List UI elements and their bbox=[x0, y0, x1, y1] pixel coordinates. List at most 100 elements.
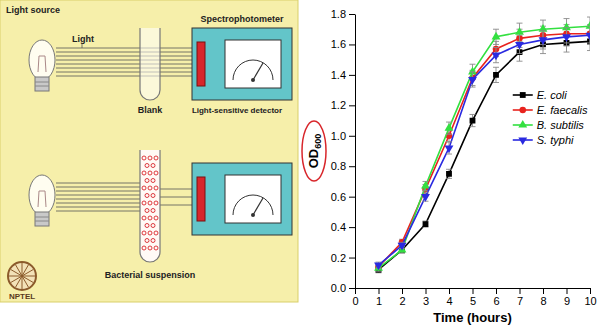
x-axis-tick: 5 bbox=[470, 288, 476, 307]
x-axis-tick-label: 2 bbox=[399, 295, 405, 307]
spectrophotometer-box bbox=[192, 28, 292, 100]
bulb-base-threads bbox=[35, 82, 49, 86]
x-axis-tick-label: 1 bbox=[376, 295, 382, 307]
bacterium bbox=[154, 201, 158, 205]
x-axis-tick-mark bbox=[402, 288, 403, 294]
bacterium bbox=[145, 209, 149, 213]
bacterium bbox=[154, 246, 158, 250]
bulb-base-threads bbox=[35, 217, 49, 221]
y-axis-tick-mark bbox=[349, 105, 355, 106]
x-axis-tick-label: 4 bbox=[446, 295, 452, 307]
light-ray bbox=[56, 187, 140, 188]
bulb-filament bbox=[38, 191, 46, 207]
legend-marker bbox=[518, 137, 527, 145]
bacterium bbox=[151, 194, 155, 198]
y-axis-tick-mark bbox=[349, 258, 355, 259]
y-axis-tick-label: 0.4 bbox=[331, 221, 346, 233]
chart: 0123456789100.00.20.40.60.81.01.21.41.61… bbox=[302, 8, 597, 325]
y-axis: 0.00.20.40.60.81.01.21.41.61.8 bbox=[331, 8, 356, 294]
y-axis-tick-mark bbox=[349, 136, 355, 137]
error-bar bbox=[470, 114, 476, 126]
y-axis-tick: 1.6 bbox=[331, 38, 355, 50]
y-axis-tick-mark bbox=[349, 227, 355, 228]
light-ray bbox=[56, 60, 197, 61]
x-axis-tick-label: 6 bbox=[493, 295, 499, 307]
x-axis-tick-label: 0 bbox=[352, 295, 358, 307]
data-point bbox=[423, 221, 429, 227]
data-point bbox=[492, 32, 501, 40]
data-point bbox=[468, 77, 477, 85]
light-bulb bbox=[29, 40, 55, 91]
light-ray bbox=[56, 76, 197, 77]
light-ray bbox=[160, 197, 197, 198]
y-axis-tick-label: 1.6 bbox=[331, 38, 346, 50]
y-axis-title: OD600 bbox=[306, 134, 323, 169]
bacterium bbox=[142, 216, 146, 220]
bulb-filament bbox=[38, 56, 46, 72]
y-axis-tick-mark bbox=[349, 14, 355, 15]
y-axis-tick: 0.2 bbox=[331, 252, 355, 264]
diagram-panel bbox=[0, 0, 298, 302]
plot-area bbox=[374, 17, 590, 273]
data-point bbox=[586, 33, 590, 41]
spectrophotometer-box bbox=[192, 163, 292, 235]
x-axis-tick: 9 bbox=[564, 288, 570, 307]
legend-label: B. subtilis bbox=[537, 119, 585, 131]
meter-scale bbox=[233, 195, 273, 215]
legend-item: E. faecalis bbox=[513, 104, 588, 116]
legend-item: E. coli bbox=[513, 89, 568, 101]
logo-spoke bbox=[9, 276, 22, 277]
legend-marker bbox=[520, 92, 526, 98]
series-line bbox=[379, 35, 591, 265]
y-axis-tick-label: 1.8 bbox=[331, 8, 346, 20]
light-ray bbox=[56, 203, 140, 204]
error-bar bbox=[423, 221, 429, 227]
y-axis-tick-label: 0.0 bbox=[331, 282, 346, 294]
y-axis-tick-mark bbox=[349, 44, 355, 45]
x-axis-tick-mark bbox=[496, 288, 497, 294]
y-axis-tick-mark bbox=[349, 197, 355, 198]
legend-marker bbox=[519, 107, 526, 114]
data-point bbox=[445, 145, 454, 153]
y-axis-tick-label: 0.2 bbox=[331, 252, 346, 264]
bacterium bbox=[151, 179, 155, 183]
y-axis-tick: 1.4 bbox=[331, 69, 355, 81]
data-point bbox=[515, 27, 524, 35]
logo-text: NPTEL bbox=[9, 292, 35, 301]
bacterium bbox=[148, 156, 152, 160]
x-axis-tick: 4 bbox=[446, 288, 452, 307]
bacterium bbox=[151, 164, 155, 168]
detector bbox=[197, 42, 205, 86]
bacterium bbox=[145, 179, 149, 183]
x-axis-tick-mark bbox=[567, 288, 568, 294]
light-ray bbox=[56, 48, 197, 49]
x-axis-tick-label: 9 bbox=[564, 295, 570, 307]
y-axis-tick-label: 1.0 bbox=[331, 130, 346, 142]
y-axis-tick-mark bbox=[349, 288, 355, 289]
test-tube bbox=[140, 28, 160, 100]
light-ray bbox=[56, 56, 197, 57]
legend-label: E. faecalis bbox=[537, 104, 588, 116]
light-ray bbox=[56, 191, 140, 192]
logo-spoke bbox=[22, 276, 35, 277]
data-point bbox=[374, 263, 383, 271]
light-ray bbox=[56, 207, 140, 208]
y-axis-tick-label: 1.2 bbox=[331, 99, 346, 111]
meter-pivot bbox=[251, 78, 255, 82]
y-axis-tick: 0.6 bbox=[331, 191, 355, 203]
y-axis-tick-label: 1.4 bbox=[331, 69, 346, 81]
y-axis-tick: 0.4 bbox=[331, 221, 355, 233]
bacterium bbox=[148, 186, 152, 190]
diagram: Light sourceLightSpectrophotometerBlankL… bbox=[0, 0, 298, 302]
y-axis-tick-mark bbox=[349, 166, 355, 167]
y-axis-line bbox=[355, 15, 356, 289]
bulb-glass bbox=[29, 40, 55, 80]
data-point bbox=[421, 194, 430, 202]
data-point bbox=[562, 34, 571, 42]
logo-wheel bbox=[8, 262, 36, 290]
bacterium bbox=[151, 224, 155, 228]
bulb-base bbox=[35, 212, 49, 226]
y-axis-tick-label: 0.6 bbox=[331, 191, 346, 203]
data-point bbox=[586, 21, 590, 29]
x-axis-tick: 6 bbox=[493, 288, 499, 307]
